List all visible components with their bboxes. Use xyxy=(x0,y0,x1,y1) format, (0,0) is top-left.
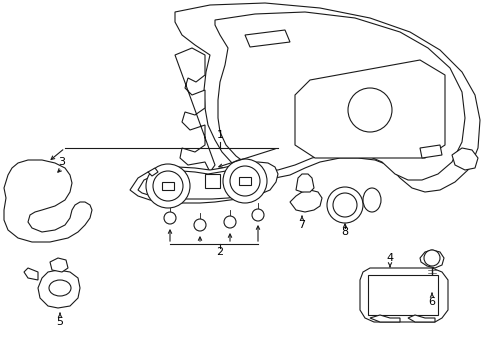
Circle shape xyxy=(223,159,266,203)
Polygon shape xyxy=(175,3,479,192)
Polygon shape xyxy=(38,270,80,308)
Circle shape xyxy=(163,212,176,224)
Text: 2: 2 xyxy=(216,247,223,257)
Ellipse shape xyxy=(362,188,380,212)
Circle shape xyxy=(423,250,439,266)
Polygon shape xyxy=(295,174,313,192)
Polygon shape xyxy=(175,48,215,172)
Polygon shape xyxy=(215,12,464,180)
Circle shape xyxy=(146,164,190,208)
Polygon shape xyxy=(4,160,92,242)
Polygon shape xyxy=(407,315,434,322)
Circle shape xyxy=(326,187,362,223)
Polygon shape xyxy=(162,182,174,190)
Polygon shape xyxy=(419,250,443,268)
Text: 1: 1 xyxy=(216,130,223,140)
Text: 7: 7 xyxy=(298,220,305,230)
Polygon shape xyxy=(451,148,477,170)
Circle shape xyxy=(153,171,183,201)
Polygon shape xyxy=(130,162,278,203)
Polygon shape xyxy=(367,275,437,315)
Text: 3: 3 xyxy=(59,157,65,167)
Text: 5: 5 xyxy=(57,317,63,327)
Circle shape xyxy=(251,209,264,221)
Polygon shape xyxy=(369,315,399,322)
Polygon shape xyxy=(148,168,158,176)
Text: 6: 6 xyxy=(427,297,435,307)
Circle shape xyxy=(224,216,236,228)
Text: 4: 4 xyxy=(386,253,393,263)
Ellipse shape xyxy=(49,280,71,296)
Polygon shape xyxy=(239,177,250,185)
Circle shape xyxy=(347,88,391,132)
Polygon shape xyxy=(419,145,441,158)
Polygon shape xyxy=(138,169,264,199)
Text: 8: 8 xyxy=(341,227,348,237)
Circle shape xyxy=(194,219,205,231)
Polygon shape xyxy=(204,174,220,188)
Polygon shape xyxy=(294,60,444,158)
Polygon shape xyxy=(289,190,321,212)
Polygon shape xyxy=(359,268,447,322)
Polygon shape xyxy=(50,258,68,272)
Polygon shape xyxy=(24,268,38,280)
Circle shape xyxy=(332,193,356,217)
Circle shape xyxy=(229,166,260,196)
Polygon shape xyxy=(244,30,289,47)
